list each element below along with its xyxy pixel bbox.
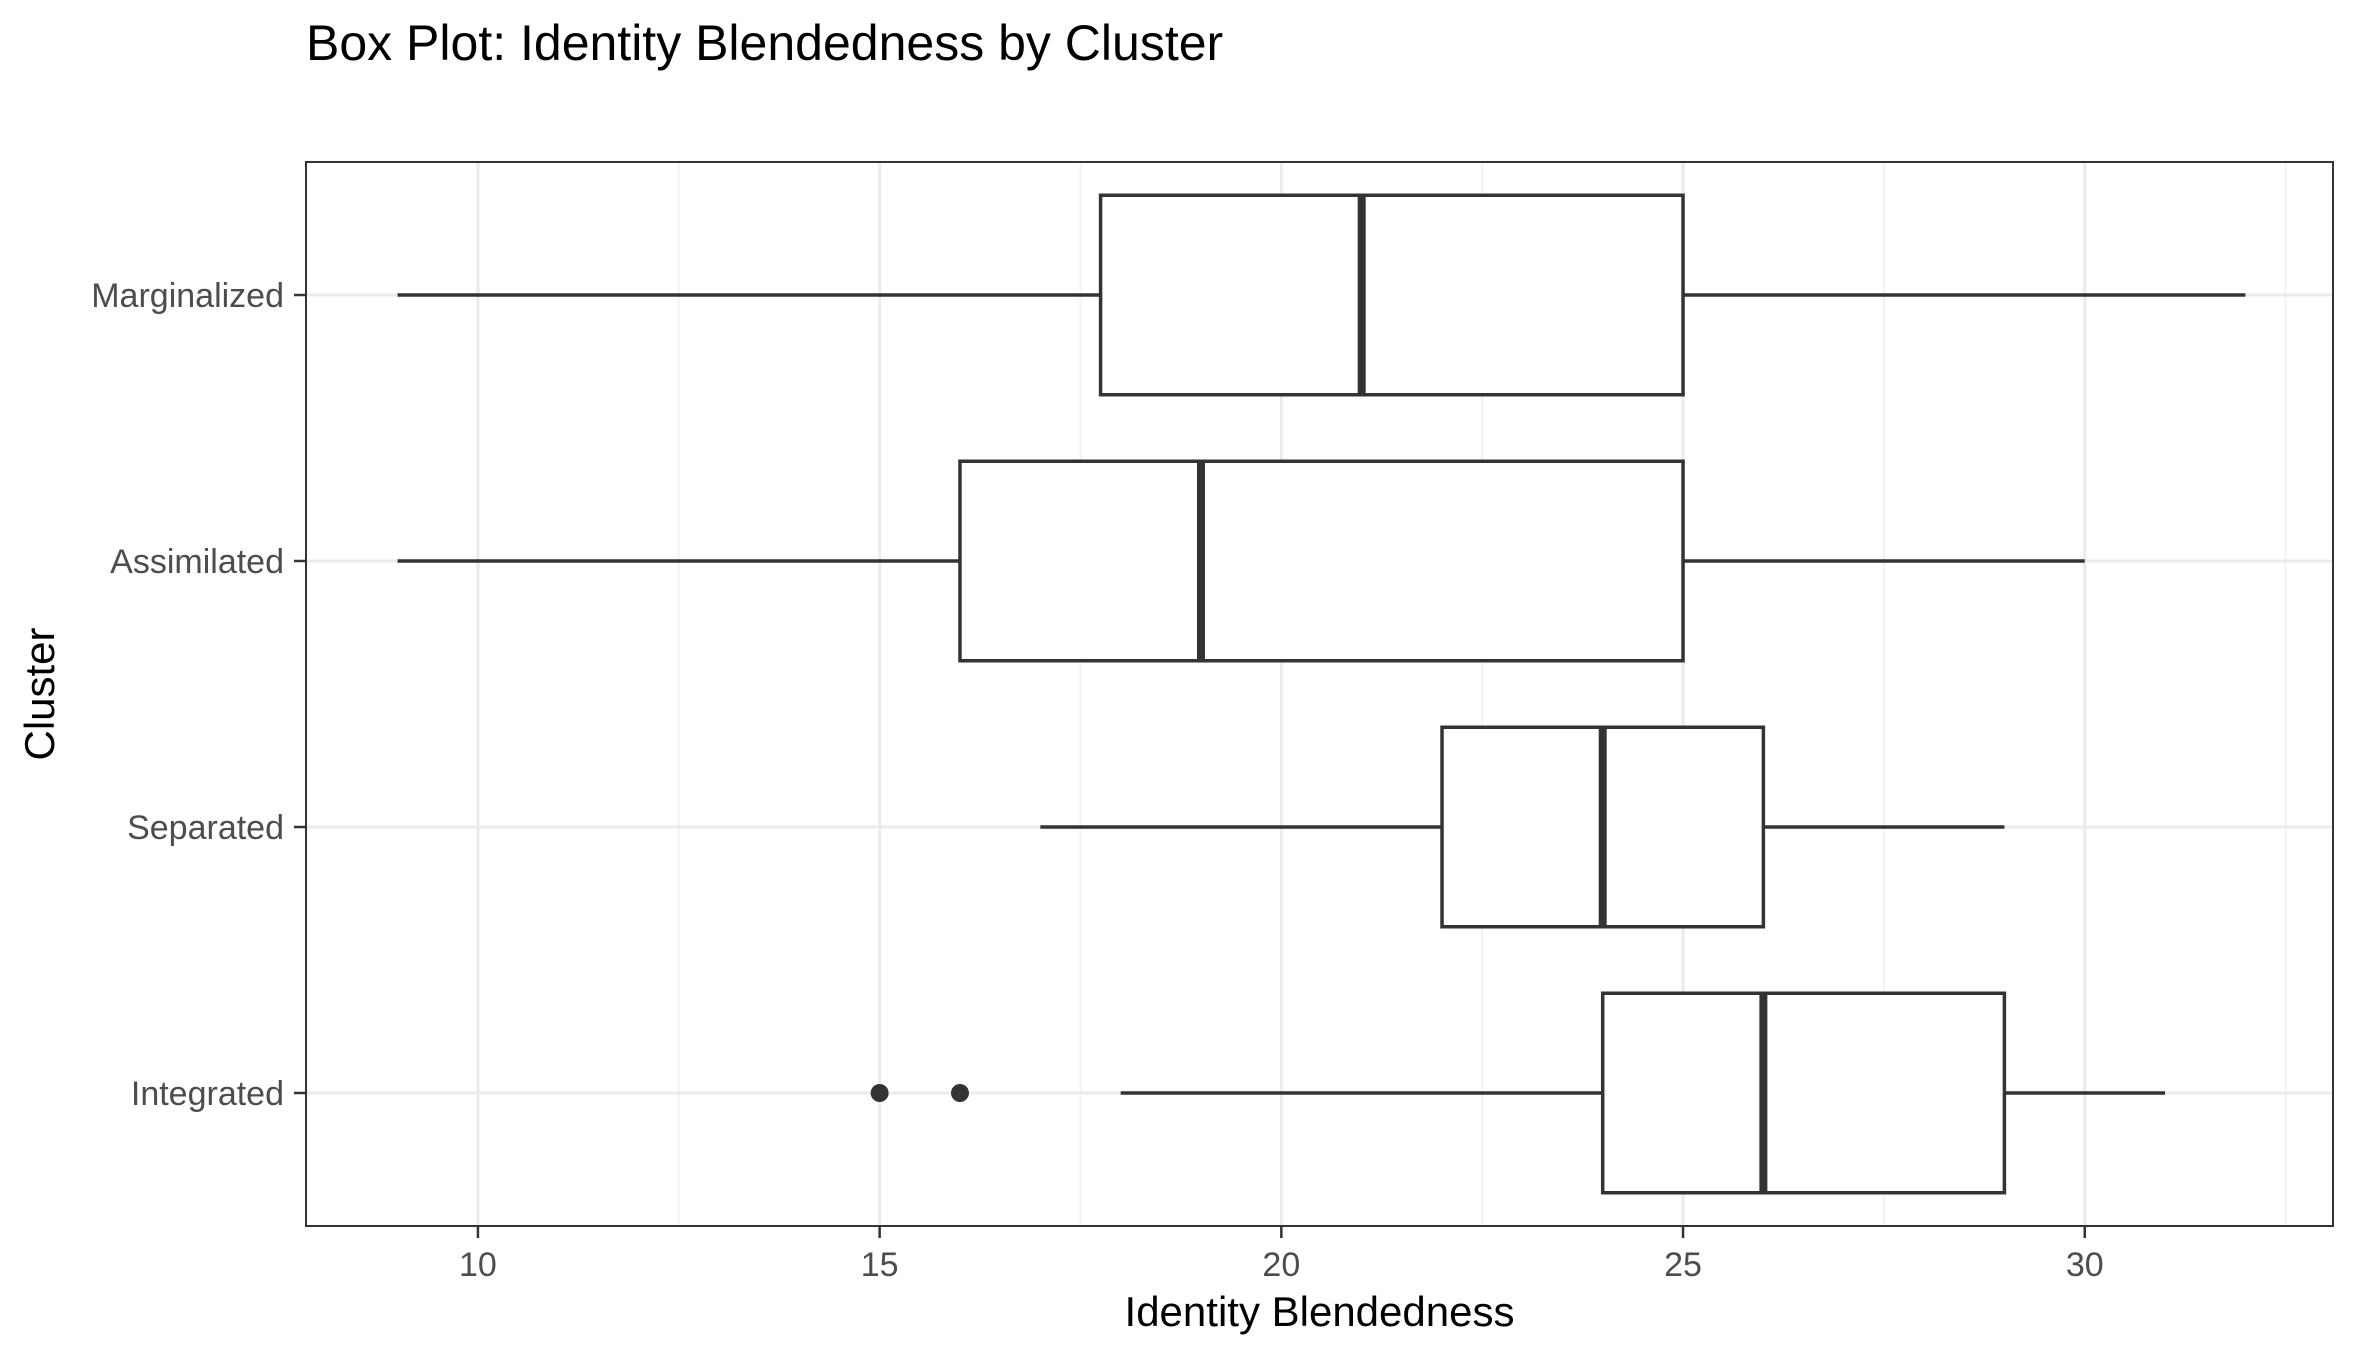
box-assimilated [397,459,2085,663]
box-marginalized [397,193,2246,397]
box-iqr [1098,193,1685,397]
axes: 10 15 20 25 30 Marginalized Assimilated Separat… [91,277,2103,1284]
box-separated [1040,725,2005,929]
chart-title: Box Plot: Identity Blendedness by Cluste… [306,15,1223,71]
x-tick-label: 30 [2066,1246,2104,1284]
y-tick-label: Marginalized [91,277,284,315]
y-axis-title: Cluster [16,627,63,760]
x-axis-title: Identity Blendedness [1125,1288,1515,1335]
y-tick-label: Assimilated [110,543,284,581]
box-integrated [870,991,2166,1195]
x-tick-label: 10 [459,1246,497,1284]
box-iqr [1600,991,2007,1195]
outlier-point [950,1084,969,1102]
outlier-point [870,1084,889,1102]
panel-border [305,161,2334,1227]
y-tick-label: Integrated [131,1075,284,1113]
x-tick-label: 25 [1664,1246,1702,1284]
boxes [397,193,2246,1195]
x-tick-label: 20 [1262,1246,1300,1284]
y-tick-label: Separated [127,809,284,847]
x-tick-label: 15 [861,1246,899,1284]
box-iqr [958,459,1685,663]
